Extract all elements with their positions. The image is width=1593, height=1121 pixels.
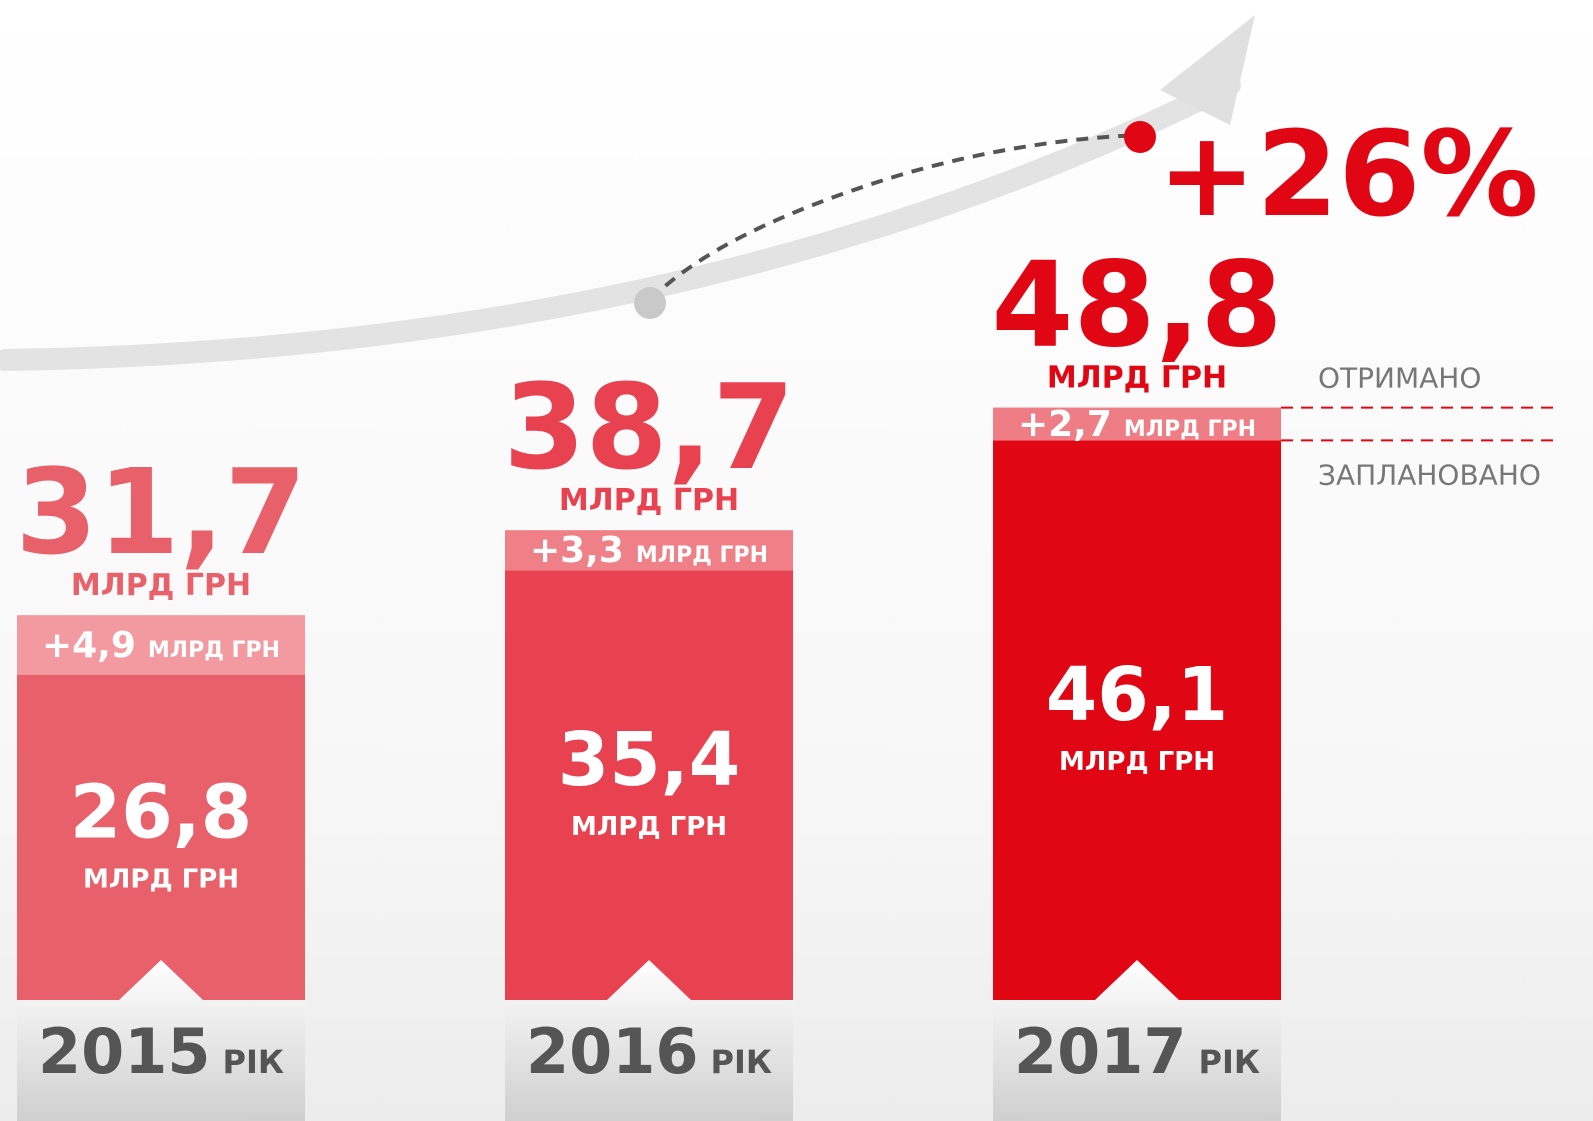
- bar-segment: [17, 615, 305, 675]
- year-box: [17, 960, 305, 1121]
- unit-label: МЛРД ГРН: [1124, 417, 1256, 442]
- total-unit-label: МЛРД ГРН: [559, 483, 739, 518]
- bar-segment: [993, 407, 1281, 441]
- unit-label: МЛРД ГРН: [83, 864, 239, 894]
- trend-dot: [1124, 121, 1156, 153]
- period-label: РІК: [223, 1043, 285, 1081]
- trend-arrow: [0, 74, 1241, 371]
- total-value-label: 48,8: [991, 236, 1282, 374]
- bar-segment: [17, 674, 305, 1000]
- bar-segment: [505, 530, 793, 571]
- received-value-label: +4,9 МЛРД ГРН: [42, 625, 280, 666]
- unit-label: МЛРД ГРН: [636, 543, 768, 568]
- planned-value-label: 46,1: [1046, 652, 1229, 738]
- total-unit-label: МЛРД ГРН: [71, 568, 251, 603]
- year: 2016: [526, 1015, 699, 1088]
- total-value-label: 38,7: [503, 358, 794, 496]
- unit-label: МЛРД ГРН: [571, 812, 727, 842]
- dotted-trend: [648, 133, 1141, 302]
- year-box: [993, 960, 1281, 1121]
- legend-label: ЗАПЛАНОВАНО: [1318, 458, 1541, 491]
- year-box: [505, 960, 793, 1121]
- planned-value-label: 35,4: [558, 717, 741, 803]
- arrow-head: [1160, 15, 1255, 125]
- received-value: +3,3: [530, 530, 624, 571]
- period-label: РІК: [711, 1043, 773, 1081]
- legend-label: ОТРИМАНО: [1318, 362, 1481, 395]
- year-label: 2016 РІК: [526, 1015, 772, 1088]
- received-value-label: +2,7 МЛРД ГРН: [1018, 404, 1256, 445]
- planned-value-label: 26,8: [70, 769, 253, 855]
- year: 2017: [1014, 1015, 1187, 1088]
- growth-annotation: +26%: [1157, 105, 1538, 243]
- bar-segment: [993, 440, 1281, 1000]
- received-value: +2,7: [1018, 404, 1112, 445]
- bar-segment: [505, 570, 793, 1000]
- unit-label: МЛРД ГРН: [1059, 747, 1215, 777]
- unit-label: МЛРД ГРН: [148, 638, 280, 663]
- received-value: +4,9: [42, 625, 136, 666]
- year-label: 2017 РІК: [1014, 1015, 1260, 1088]
- total-value-label: 31,7: [15, 443, 306, 581]
- total-unit-label: МЛРД ГРН: [1047, 361, 1227, 396]
- received-value-label: +3,3 МЛРД ГРН: [530, 530, 768, 571]
- year: 2015: [38, 1015, 211, 1088]
- trend-dot: [634, 287, 666, 319]
- year-label: 2015 РІК: [38, 1015, 284, 1088]
- period-label: РІК: [1199, 1043, 1261, 1081]
